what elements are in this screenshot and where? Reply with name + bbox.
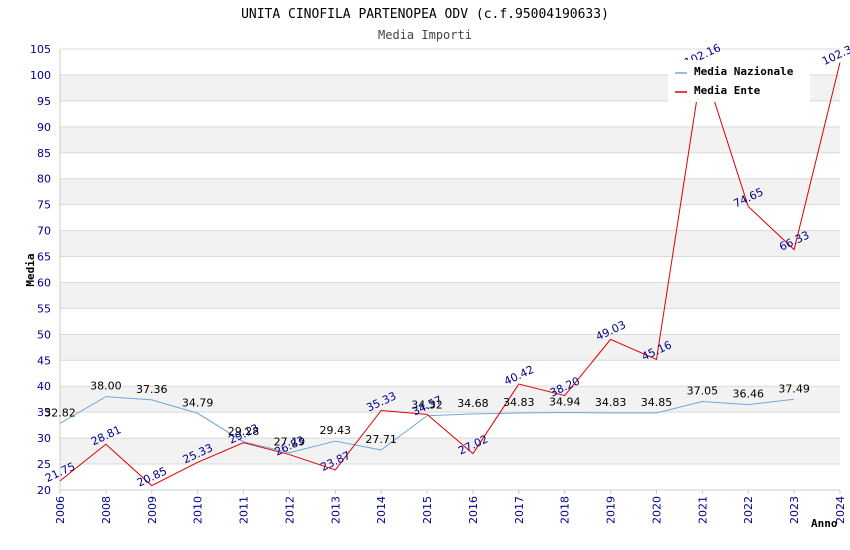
x-tick-label: 2016 xyxy=(467,496,480,524)
band xyxy=(60,334,840,361)
chart-subtitle: Media Importi xyxy=(378,28,472,42)
y-tick-label: 105 xyxy=(30,43,51,56)
x-tick-label: 2019 xyxy=(605,496,618,524)
band xyxy=(60,438,840,465)
x-tick-label: 2008 xyxy=(100,496,113,524)
x-axis-ticks: 2006 2008 2009 2010 2011 2012 2013 2014 2015 2016… xyxy=(54,490,847,524)
y-tick-label: 60 xyxy=(37,276,51,289)
y-tick-label: 70 xyxy=(37,225,51,238)
data-label: 34.94 xyxy=(549,395,581,408)
data-label: 37.05 xyxy=(687,385,719,398)
band xyxy=(60,178,840,205)
data-label: 29.28 xyxy=(228,425,260,438)
band xyxy=(60,256,840,283)
data-label: 27.19 xyxy=(274,436,306,449)
data-label: 34.83 xyxy=(595,396,627,409)
y-tick-label: 75 xyxy=(37,199,51,212)
data-label: 34.32 xyxy=(411,399,443,412)
x-axis-label: Anno xyxy=(811,517,838,530)
legend-label-media-nazionale: Media Nazionale xyxy=(694,65,794,78)
band xyxy=(60,386,840,413)
band xyxy=(60,464,840,490)
data-label: 38.00 xyxy=(90,380,122,393)
x-tick-label: 2018 xyxy=(559,496,572,524)
y-axis-label: Media xyxy=(24,253,37,286)
band xyxy=(60,360,840,387)
gridlines xyxy=(59,48,840,491)
chart-title: UNITA CINOFILA PARTENOPEA ODV (c.f.95004… xyxy=(241,7,609,22)
y-tick-label: 90 xyxy=(37,121,51,134)
data-label: 34.83 xyxy=(503,396,535,409)
x-tick-label: 2012 xyxy=(283,496,296,524)
y-tick-label: 35 xyxy=(37,406,51,419)
data-label: 37.36 xyxy=(136,383,168,396)
band xyxy=(60,152,840,179)
plot-background xyxy=(60,49,840,490)
band xyxy=(60,230,840,257)
x-tick-label: 2015 xyxy=(421,496,434,524)
x-tick-label: 2023 xyxy=(788,496,801,524)
y-tick-label: 100 xyxy=(30,69,51,82)
band xyxy=(60,100,840,127)
y-axis-ticks: 20 25 30 35 40 45 50 55 60 65 70 75 80 85 90 95 100 105 xyxy=(30,43,51,497)
y-tick-label: 65 xyxy=(37,251,51,264)
x-tick-label: 2009 xyxy=(146,496,159,524)
y-tick-label: 25 xyxy=(37,458,51,471)
y-tick-label: 55 xyxy=(37,302,51,315)
y-tick-label: 30 xyxy=(37,432,51,445)
y-tick-label: 40 xyxy=(37,380,51,393)
x-tick-label: 2006 xyxy=(54,496,67,524)
band xyxy=(60,308,840,335)
y-tick-label: 50 xyxy=(37,328,51,341)
y-tick-label: 95 xyxy=(37,95,51,108)
legend-box xyxy=(668,60,810,102)
y-tick-label: 45 xyxy=(37,354,51,367)
x-tick-label: 2013 xyxy=(329,496,342,524)
y-tick-label: 85 xyxy=(37,147,51,160)
data-label: 29.43 xyxy=(320,424,352,437)
x-tick-label: 2024 xyxy=(834,496,847,524)
y-tick-label: 20 xyxy=(37,484,51,497)
data-label: 37.49 xyxy=(778,382,810,395)
data-label: 34.85 xyxy=(641,396,673,409)
x-tick-label: 2022 xyxy=(742,496,755,524)
x-tick-label: 2014 xyxy=(375,496,388,524)
band xyxy=(60,282,840,309)
x-tick-label: 2020 xyxy=(650,496,663,524)
y-tick-label: 80 xyxy=(37,173,51,186)
data-label: 32.82 xyxy=(44,406,76,419)
x-tick-label: 2011 xyxy=(238,496,251,524)
data-label: 34.79 xyxy=(182,396,214,409)
x-tick-label: 2017 xyxy=(513,496,526,524)
band xyxy=(60,204,840,231)
data-label: 27.71 xyxy=(365,433,397,446)
data-label: 34.68 xyxy=(457,397,489,410)
legend-label-media-ente: Media Ente xyxy=(694,84,761,97)
series-line-media-nazionale xyxy=(59,396,795,454)
legend: Media Nazionale Media Ente xyxy=(668,60,810,102)
band xyxy=(60,126,840,153)
x-tick-label: 2010 xyxy=(192,496,205,524)
data-label: 36.46 xyxy=(732,388,764,401)
x-tick-label: 2021 xyxy=(696,496,709,524)
